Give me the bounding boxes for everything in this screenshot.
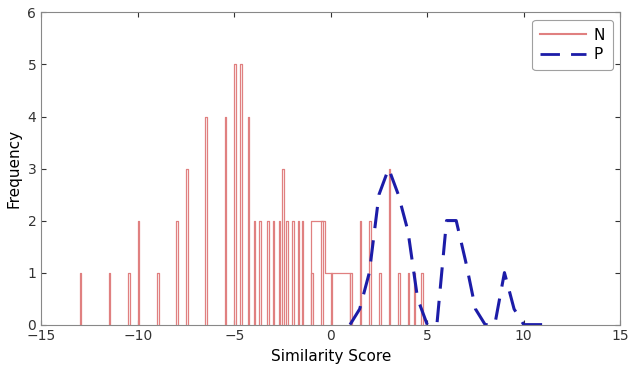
X-axis label: Similarity Score: Similarity Score (270, 349, 391, 364)
Y-axis label: Frequency: Frequency (7, 129, 22, 208)
Legend: N, P: N, P (532, 20, 612, 70)
